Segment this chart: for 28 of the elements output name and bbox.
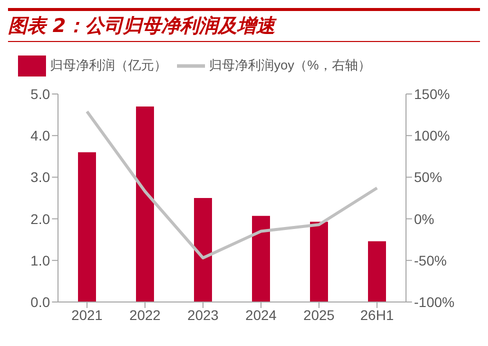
y2-tick-label: 100% — [414, 128, 450, 144]
y-tick-label: 0.0 — [30, 294, 50, 310]
legend-label: 归母净利润yoy（%，右轴） — [209, 57, 371, 72]
x-tick-label: 2023 — [187, 306, 219, 323]
y-tick-label: 4.0 — [30, 128, 50, 144]
legend-label: 归母净利润（亿元） — [50, 57, 167, 72]
bar — [136, 106, 154, 302]
x-tick-label: 2024 — [245, 306, 277, 323]
x-tick-label: 2025 — [303, 306, 335, 323]
x-tick-label: 2021 — [71, 306, 103, 323]
chart-title: 图表 2：公司归母净利润及增速 — [8, 8, 480, 42]
line-series — [86, 110, 378, 260]
y2-tick-label: 0% — [414, 210, 434, 227]
y2-tick-label: -50% — [414, 252, 447, 268]
y-tick-label: 1.0 — [30, 252, 50, 268]
y-tick-label: 5.0 — [30, 86, 50, 102]
x-tick-label: 2022 — [129, 306, 161, 323]
y2-tick-label: 150% — [414, 86, 450, 102]
y2-tick-label: 50% — [414, 169, 442, 186]
bar — [194, 198, 212, 302]
bar — [78, 152, 96, 302]
y-tick-label: 3.0 — [30, 169, 50, 186]
bar — [368, 241, 386, 302]
bar — [310, 222, 328, 302]
bar — [252, 216, 270, 302]
y-tick-label: 2.0 — [30, 210, 50, 227]
x-tick-label: 26H1 — [360, 306, 394, 323]
y2-tick-label: -100% — [414, 294, 454, 310]
